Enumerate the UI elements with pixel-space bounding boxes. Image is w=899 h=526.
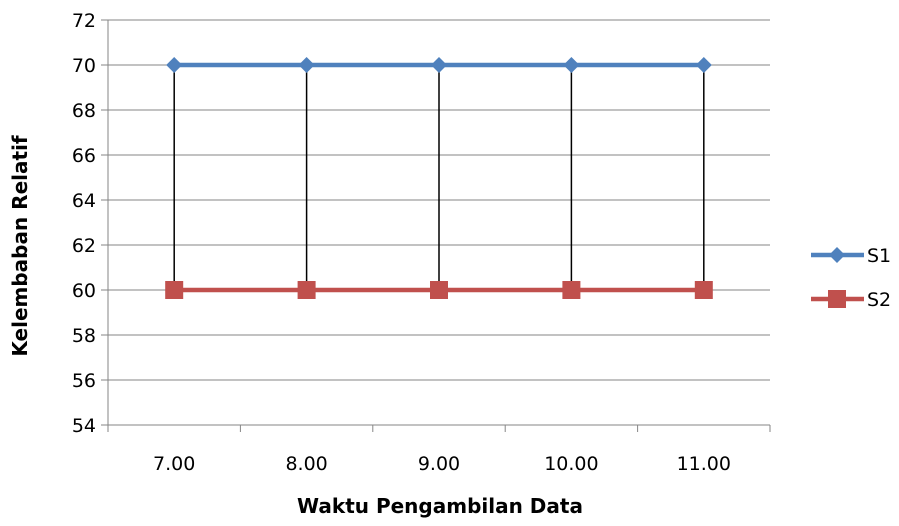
data-point-s2-2 [430, 281, 448, 299]
axes [101, 19, 771, 432]
legend-label-s1: S1 [867, 245, 891, 267]
x-axis-title: Waktu Pengambilan Data [297, 494, 583, 518]
y-tick-label-58: 58 [72, 325, 96, 347]
data-point-s2-1 [297, 281, 316, 299]
y-tick-label-60: 60 [72, 280, 96, 302]
tick-labels: 54 56 58 60 62 64 66 68 70 72 7.00 8.00 9.00 10.00 11.… [72, 10, 731, 475]
data-point-s2-0 [165, 281, 184, 299]
legend-label-s2: S2 [867, 289, 891, 311]
y-tick-label-66: 66 [72, 145, 96, 167]
data-point-s1-3 [563, 57, 580, 73]
x-tick-label-3: 10.00 [544, 453, 598, 475]
data-point-s1-2 [431, 57, 447, 73]
data-point-s1-4 [695, 57, 712, 73]
series [165, 57, 713, 299]
y-tick-label-70: 70 [72, 55, 96, 77]
y-tick-label-64: 64 [72, 190, 96, 212]
y-tick-label-68: 68 [72, 100, 96, 122]
series-s2 [165, 281, 713, 299]
legend-marker-s2 [828, 290, 846, 308]
data-point-s2-4 [694, 281, 713, 299]
data-point-s1-0 [166, 57, 183, 73]
legend-marker-s1 [829, 247, 845, 263]
x-tick-label-4: 11.00 [677, 453, 731, 475]
legend-item-s2: S2 [811, 289, 891, 311]
y-axis-title: Kelembaban Relatif [8, 135, 32, 357]
y-tick-label-72: 72 [72, 10, 96, 32]
y-tick-label-62: 62 [72, 235, 96, 257]
data-point-s1-1 [298, 57, 315, 73]
x-tick-label-2: 9.00 [418, 453, 460, 475]
y-tick-label-54: 54 [72, 415, 96, 437]
data-point-s2-3 [562, 281, 581, 299]
legend-item-s1: S1 [811, 245, 891, 267]
series-s1 [166, 57, 712, 73]
x-tick-label-0: 7.00 [153, 453, 195, 475]
drop-lines [173, 65, 705, 290]
x-tick-label-1: 8.00 [285, 453, 327, 475]
y-tick-label-56: 56 [72, 370, 96, 392]
legend: S1 S2 [811, 245, 891, 311]
